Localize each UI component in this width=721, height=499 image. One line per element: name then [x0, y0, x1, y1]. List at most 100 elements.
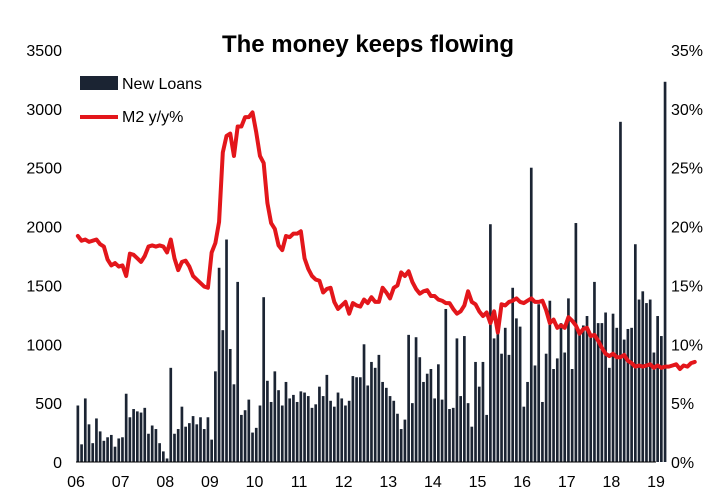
x-tick-label: 17	[558, 474, 576, 491]
new-loans-bar	[240, 414, 243, 462]
new-loans-bar	[362, 344, 366, 462]
x-tick-label: 19	[647, 474, 665, 491]
y-right-tick-label: 20%	[671, 220, 703, 237]
new-loans-bar	[199, 417, 202, 462]
new-loans-bar	[306, 396, 310, 462]
new-loans-bar	[474, 361, 477, 462]
new-loans-bar	[247, 399, 251, 462]
new-loans-bar	[422, 381, 425, 462]
new-loans-bar	[106, 437, 109, 462]
new-loans-bar	[656, 316, 659, 462]
new-loans-bar	[288, 398, 292, 462]
new-loans-bar	[355, 377, 358, 462]
new-loans-bar	[392, 400, 396, 462]
new-loans-bar	[165, 458, 169, 462]
new-loans-bar	[102, 440, 106, 462]
new-loans-bar	[559, 323, 563, 462]
new-loans-bar	[503, 327, 507, 462]
new-loans-bar	[648, 299, 652, 462]
new-loans-bar	[448, 409, 451, 462]
new-loans-bar	[660, 336, 663, 462]
new-loans-bar	[295, 401, 299, 462]
new-loans-bar	[80, 444, 83, 462]
new-loans-bar	[147, 433, 150, 462]
new-loans-bar	[429, 369, 433, 462]
new-loans-bar	[537, 304, 541, 462]
new-loans-bar	[544, 353, 548, 462]
new-loans-bar	[117, 438, 121, 462]
x-tick-label: 08	[156, 474, 174, 491]
new-loans-bar	[318, 386, 321, 462]
new-loans-bar	[269, 401, 273, 462]
x-tick-label: 12	[335, 474, 353, 491]
new-loans-bar	[492, 338, 496, 462]
new-loans-bar	[585, 316, 589, 462]
new-loans-bar	[173, 433, 176, 462]
legend-label-new-loans: New Loans	[122, 76, 202, 93]
x-tick-labels: 06 07 08 09 10 11 12 13 14 15 16 17 18 19	[67, 474, 665, 491]
new-loans-bar	[370, 361, 373, 462]
new-loans-bar	[396, 413, 399, 462]
new-loans-bar	[567, 298, 570, 462]
new-loans-bar	[418, 357, 422, 462]
new-loans-bar	[548, 300, 552, 462]
new-loans-bar	[243, 410, 247, 462]
new-loans-bar	[169, 367, 173, 462]
y-right-tick-label: 0%	[671, 455, 694, 472]
new-loans-bar	[236, 281, 240, 462]
new-loans-bar	[463, 336, 466, 462]
new-loans-bar	[574, 223, 578, 462]
new-loans-bar	[184, 426, 187, 462]
new-loans-bar	[210, 439, 213, 462]
new-loans-bar	[128, 417, 132, 462]
new-loans-bar	[373, 367, 377, 462]
new-loans-bar	[384, 387, 388, 462]
new-loans-bar	[630, 327, 633, 462]
new-loans-bar	[87, 424, 91, 462]
y-left-tick-label: 3000	[26, 102, 62, 119]
new-loans-bar	[663, 81, 667, 462]
new-loans-bar	[228, 348, 232, 462]
new-loans-bar	[143, 407, 147, 462]
y-left-tick-label: 1000	[26, 337, 62, 354]
new-loans-bar	[332, 406, 336, 462]
new-loans-bar	[321, 396, 325, 462]
new-loans-bar	[388, 396, 392, 462]
new-loans-bars	[76, 81, 667, 462]
new-loans-bar	[440, 399, 444, 462]
new-loans-bar	[76, 405, 80, 462]
m2-yoy-line	[75, 110, 697, 372]
new-loans-bar	[578, 331, 581, 462]
new-loans-bar	[455, 338, 459, 462]
new-loans-bar	[310, 407, 314, 462]
new-loans-bar	[98, 431, 102, 462]
y-left-tick-label: 1500	[26, 278, 62, 295]
new-loans-bar	[340, 398, 344, 462]
new-loans-bar	[124, 393, 128, 462]
new-loans-bar	[262, 297, 266, 462]
new-loans-bar	[481, 361, 485, 462]
new-loans-bar	[176, 429, 180, 462]
new-loans-bar	[180, 406, 184, 462]
new-loans-bar	[292, 394, 295, 462]
new-loans-bar	[518, 326, 522, 462]
new-loans-bar	[202, 429, 206, 462]
new-loans-bar	[589, 336, 593, 462]
y-right-tick-label: 15%	[671, 278, 703, 295]
new-loans-bar	[533, 365, 537, 462]
new-loans-bar	[109, 434, 113, 462]
new-loans-bar	[596, 323, 600, 462]
new-loans-bar	[314, 404, 318, 462]
new-loans-bar	[652, 352, 656, 462]
new-loans-bar	[158, 443, 161, 462]
y-left-tick-labels: 0 500 1000 1500 2000 2500 3000 3500	[26, 43, 62, 472]
new-loans-bar	[615, 327, 619, 462]
new-loans-bar	[399, 429, 403, 462]
new-loans-bar	[619, 121, 622, 462]
new-loans-bar	[195, 424, 199, 462]
y-left-tick-label: 2500	[26, 161, 62, 178]
y-right-tick-label: 30%	[671, 102, 703, 119]
new-loans-bar	[626, 328, 630, 462]
new-loans-bar	[351, 376, 355, 462]
